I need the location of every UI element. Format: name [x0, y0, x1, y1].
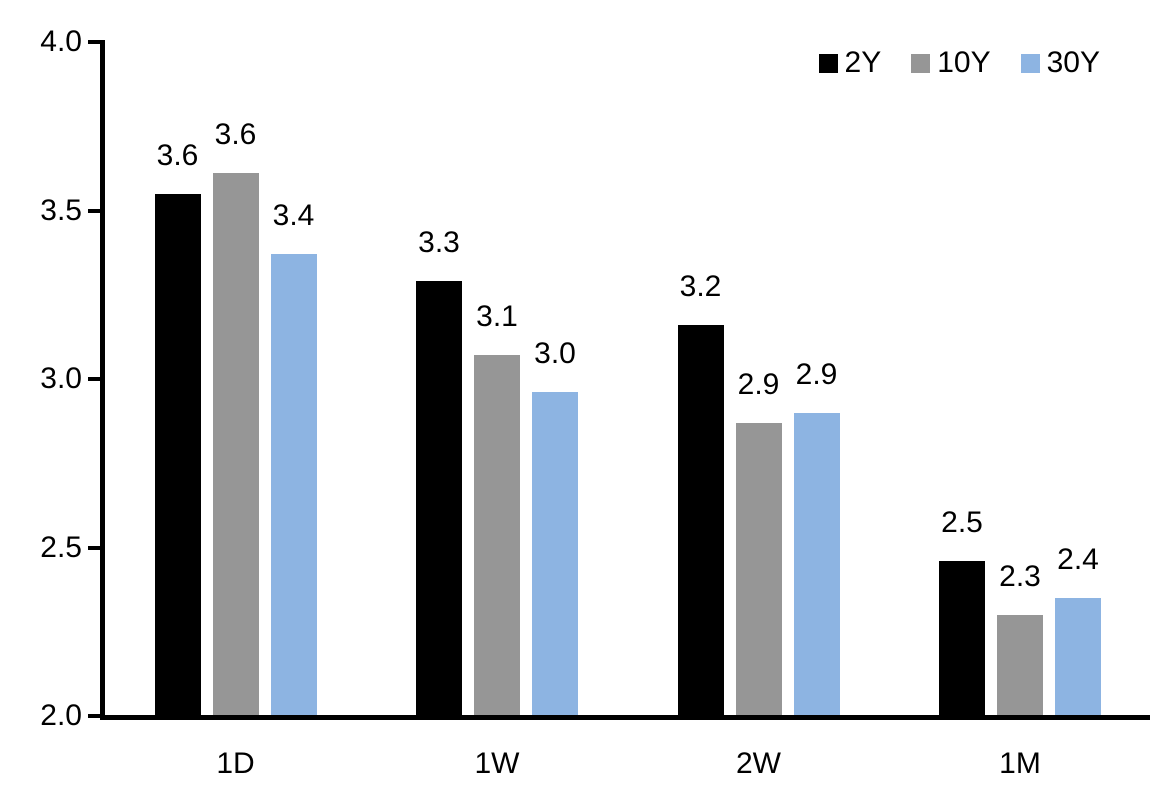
y-axis-line [100, 40, 105, 720]
legend-swatch-icon [911, 53, 931, 73]
bar-30y-2w [793, 412, 840, 718]
legend-item-10y: 10Y [911, 46, 991, 79]
x-axis-label-1m: 1M [999, 747, 1041, 780]
y-axis-tick-label: 2.0 [40, 699, 82, 732]
bar-30y-1m [1055, 598, 1101, 718]
y-axis-tick-label: 4.0 [40, 25, 82, 58]
bar-10y-1m [997, 614, 1043, 718]
y-axis-tick [88, 714, 100, 718]
y-axis-tick [88, 208, 100, 213]
bar-value-label-30y-2w: 2.9 [795, 357, 838, 391]
bar-30y-1d [270, 254, 317, 718]
legend-swatch-icon [818, 53, 838, 73]
legend-label: 30Y [1046, 46, 1100, 79]
bar-value-label-10y-1m: 2.3 [999, 559, 1041, 593]
bar-value-label-2y-1d: 3.6 [156, 138, 199, 172]
legend-label: 2Y [844, 46, 882, 79]
y-axis-tick [88, 545, 100, 550]
x-axis-line [100, 715, 1150, 720]
bar-value-label-10y-1d: 3.6 [214, 118, 257, 152]
bar-value-label-30y-1m: 2.4 [1057, 543, 1099, 577]
bar-value-label-10y-2w: 2.9 [737, 367, 780, 401]
legend-swatch-icon [1020, 53, 1040, 73]
y-axis-tick-label: 2.5 [40, 530, 82, 564]
bar-value-label-2y-1m: 2.5 [941, 505, 983, 539]
x-axis-label-1d: 1D [216, 747, 255, 780]
bar-10y-1w [474, 355, 520, 718]
legend-item-2y: 2Y [818, 46, 882, 79]
bar-value-label-10y-1w: 3.1 [476, 300, 518, 334]
y-axis-tick-label: 3.0 [40, 362, 82, 395]
x-axis-label-1w: 1W [474, 747, 520, 780]
legend: 2Y 10Y 30Y [818, 46, 1100, 79]
bar-2y-1w [416, 281, 462, 718]
bar-10y-2w [735, 422, 782, 718]
legend-item-30y: 30Y [1020, 46, 1100, 79]
bar-value-label-2y-1w: 3.3 [418, 226, 460, 260]
x-axis-label-2w: 2W [736, 747, 781, 780]
bar-value-label-2y-2w: 3.2 [679, 270, 722, 304]
bar-30y-1w [532, 392, 578, 718]
bar-2y-1m [939, 560, 985, 718]
y-axis-tick [88, 40, 100, 44]
y-axis-tick-label: 3.5 [40, 193, 82, 227]
bar-10y-1d [212, 173, 259, 718]
bar-2y-1d [154, 193, 201, 718]
bar-value-label-30y-1w: 3.0 [534, 337, 576, 371]
y-axis-tick [88, 377, 100, 381]
bar-2y-2w [677, 325, 724, 718]
bar-value-label-30y-1d: 3.4 [272, 199, 315, 233]
legend-label: 10Y [937, 46, 991, 79]
